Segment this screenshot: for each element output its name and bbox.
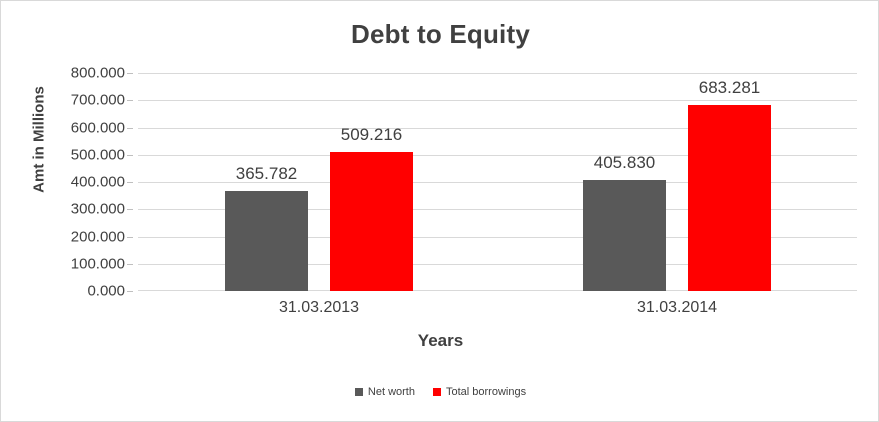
gridline — [138, 100, 857, 102]
gridline — [138, 263, 857, 265]
y-axis-tick-mark — [127, 291, 133, 292]
y-axis-tick-label: 0.000 — [87, 282, 125, 300]
bar-value-label: 509.216 — [340, 125, 403, 145]
y-axis-tick-mark — [127, 182, 133, 183]
gridline — [138, 236, 857, 238]
gridline — [138, 73, 857, 74]
bar-value-label: 365.782 — [235, 164, 298, 184]
y-axis-tick-mark — [127, 209, 133, 211]
legend-label: Total borrowings — [445, 386, 527, 398]
y-axis-tick-mark — [127, 127, 133, 129]
bar-net-worth-31.03.2014 — [583, 180, 666, 291]
gridline — [138, 127, 857, 129]
legend-entry[interactable]: Net worth — [354, 386, 415, 398]
y-axis-tick-mark — [127, 154, 133, 156]
bar-value-label: 683.281 — [698, 77, 761, 97]
chart-legend: Net worth Total borrowings — [1, 386, 878, 398]
legend-entry[interactable]: Total borrowings — [432, 386, 527, 398]
bar-total-borrowings-31.03.2014 — [688, 104, 771, 291]
y-axis-tick-label: 100.000 — [70, 255, 125, 273]
y-axis-tick-label: 500.000 — [70, 146, 125, 164]
bar-total-borrowings-31.03.2013 — [330, 152, 413, 291]
y-axis-tick-label: 400.000 — [70, 173, 125, 191]
y-axis-tick-label: 300.000 — [70, 200, 125, 218]
legend-label: Net worth — [367, 386, 415, 398]
legend-swatch-icon — [432, 388, 441, 396]
gridline — [138, 154, 857, 156]
y-axis-tick-marks — [1, 73, 138, 292]
bar-net-worth-31.03.2013 — [225, 191, 308, 291]
chart-title: Debt to Equity — [350, 19, 530, 49]
x-axis-category-label: 31.03.2013 — [278, 299, 360, 316]
gridline — [138, 209, 857, 211]
y-axis-tick-label: 600.000 — [70, 119, 125, 136]
y-axis-tick-mark — [127, 73, 133, 74]
x-axis-line — [138, 290, 857, 291]
x-axis-category-label: 31.03.2014 — [636, 299, 718, 316]
y-axis-tick-label: 200.000 — [70, 228, 125, 245]
legend-swatch-icon — [354, 388, 363, 396]
gridline — [138, 182, 857, 183]
y-axis-tick-mark — [127, 236, 133, 238]
plot-area — [138, 73, 857, 291]
x-axis-title: Years — [417, 331, 464, 350]
bar-value-label: 405.830 — [593, 153, 656, 173]
y-axis-tick-label: 800.000 — [70, 64, 125, 82]
y-axis-tick-labels: 800.000 700.000 600.000 500.000 400.000 300.0… — [13, 65, 125, 300]
y-axis-tick-mark — [127, 100, 133, 102]
y-axis-tick-label: 700.000 — [70, 91, 125, 109]
y-axis-tick-mark — [127, 263, 133, 265]
